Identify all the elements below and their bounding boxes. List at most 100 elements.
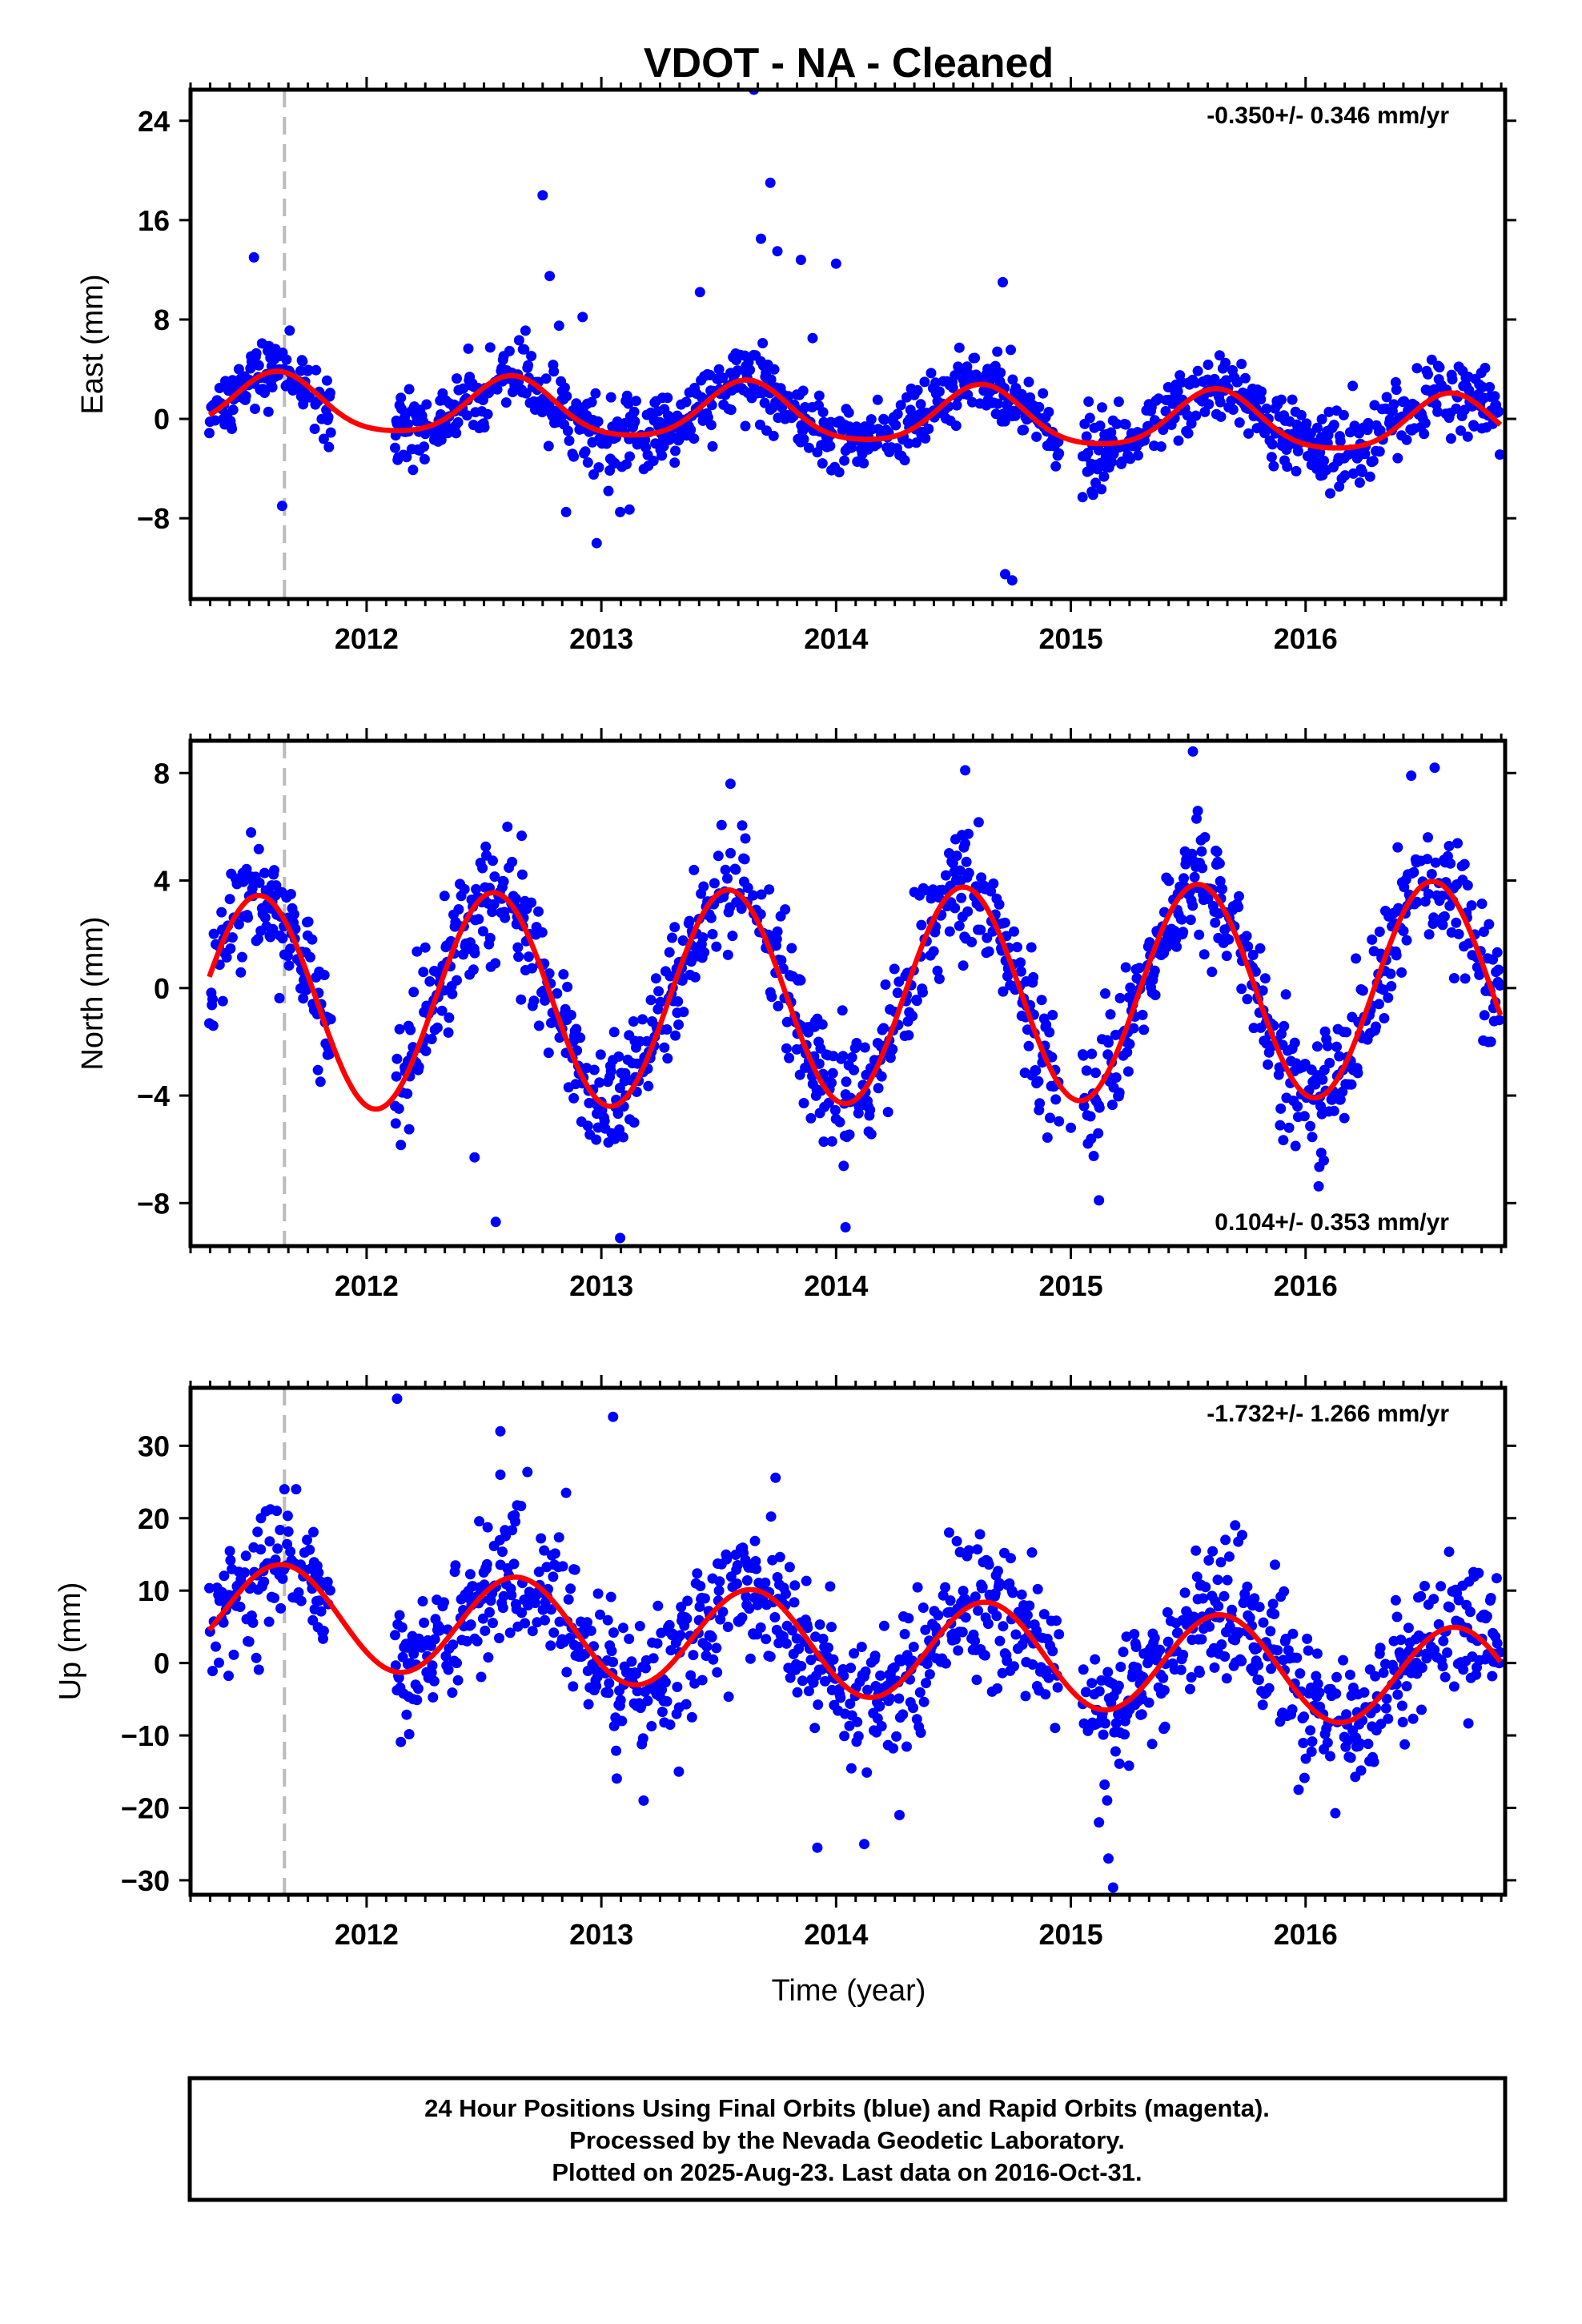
north-point <box>813 1058 825 1069</box>
up-point <box>1203 1555 1215 1566</box>
north-point <box>439 891 450 902</box>
up-point <box>428 1692 439 1703</box>
up-point <box>784 1562 795 1573</box>
up-point <box>903 1613 914 1624</box>
north-point <box>934 973 945 984</box>
north-point <box>1313 1180 1324 1192</box>
up-point <box>699 1593 710 1604</box>
up-point <box>1344 1669 1355 1680</box>
east-point <box>1323 406 1335 417</box>
up-point <box>1050 1723 1061 1734</box>
up-point <box>1448 1681 1460 1692</box>
up-point <box>732 1578 742 1590</box>
north-point <box>677 975 688 986</box>
up-point <box>477 1613 488 1624</box>
north-point <box>773 1000 784 1011</box>
north-point <box>488 855 498 866</box>
east-point <box>624 451 635 462</box>
north-point <box>1241 931 1252 942</box>
north-point <box>994 899 1005 910</box>
north-point <box>798 1098 809 1108</box>
north-outlier-point <box>1406 770 1417 782</box>
up-point <box>1115 1662 1126 1672</box>
up-point <box>970 1591 981 1602</box>
north-point <box>500 912 511 923</box>
up-point <box>665 1645 677 1656</box>
up-point <box>324 1585 335 1596</box>
east-point <box>492 384 503 395</box>
north-point <box>771 934 782 945</box>
east-outlier-point <box>591 537 602 549</box>
up-point <box>953 1645 964 1656</box>
north-point <box>484 932 496 943</box>
up-point <box>874 1700 885 1711</box>
up-point <box>533 1566 544 1578</box>
up-point <box>1258 1617 1269 1628</box>
north-point <box>516 869 528 880</box>
east-point <box>1316 414 1327 424</box>
caption-line-1: 24 Hour Positions Using Final Orbits (bl… <box>424 2094 1270 2122</box>
east-point <box>768 430 779 441</box>
east-point <box>436 434 447 445</box>
north-point <box>916 919 927 931</box>
north-point <box>903 1030 914 1041</box>
north-point <box>1263 1059 1274 1070</box>
north-point <box>473 914 484 925</box>
north-point <box>595 1049 606 1060</box>
north-point <box>552 988 563 999</box>
up-outlier-point <box>1094 1817 1105 1828</box>
north-point <box>677 935 689 946</box>
up-outlier-point <box>1103 1853 1114 1864</box>
up-point <box>697 1675 708 1686</box>
east-point <box>1255 394 1267 405</box>
north-point <box>259 912 271 923</box>
up-point <box>861 1767 873 1778</box>
up-point <box>275 1602 287 1614</box>
up-point <box>1263 1683 1275 1694</box>
up-point <box>1251 1642 1263 1654</box>
north-point <box>582 1120 593 1132</box>
up-point <box>604 1678 615 1689</box>
up-point <box>1311 1648 1323 1659</box>
up-outlier-point <box>255 1513 267 1524</box>
up-point <box>694 1601 705 1612</box>
east-point <box>526 351 537 362</box>
up-point <box>814 1619 825 1630</box>
up-point <box>1215 1557 1227 1568</box>
up-point <box>741 1591 752 1602</box>
up-point <box>912 1582 923 1593</box>
north-point <box>976 872 987 883</box>
up-point <box>235 1602 246 1612</box>
east-point <box>325 427 336 438</box>
north-point <box>999 917 1010 928</box>
east-point <box>1434 362 1445 373</box>
north-point <box>661 1024 673 1035</box>
up-point <box>225 1554 236 1566</box>
up-point <box>207 1666 218 1677</box>
north-point <box>1236 983 1247 995</box>
north-model-curve <box>207 879 1504 1112</box>
east-point <box>513 335 524 346</box>
up-point <box>803 1686 814 1697</box>
east-point <box>803 442 814 453</box>
up-point <box>240 1550 251 1562</box>
up-point <box>745 1653 756 1664</box>
north-point <box>591 1134 602 1145</box>
up-point <box>823 1642 833 1653</box>
north-point <box>1105 1009 1116 1020</box>
up-point <box>1236 1655 1247 1667</box>
east-point <box>1034 401 1045 412</box>
north-point <box>528 995 540 1007</box>
east-point <box>1243 428 1254 439</box>
east-point <box>800 402 811 412</box>
north-point <box>1478 927 1489 937</box>
north-point <box>246 827 257 838</box>
east-point <box>1240 372 1251 384</box>
up-point <box>1175 1664 1186 1675</box>
east-point <box>1172 386 1183 396</box>
north-point <box>823 1097 834 1108</box>
north-point <box>1319 1026 1331 1037</box>
up-point <box>664 1619 675 1630</box>
north-point <box>961 856 972 867</box>
up-point <box>520 1618 531 1629</box>
